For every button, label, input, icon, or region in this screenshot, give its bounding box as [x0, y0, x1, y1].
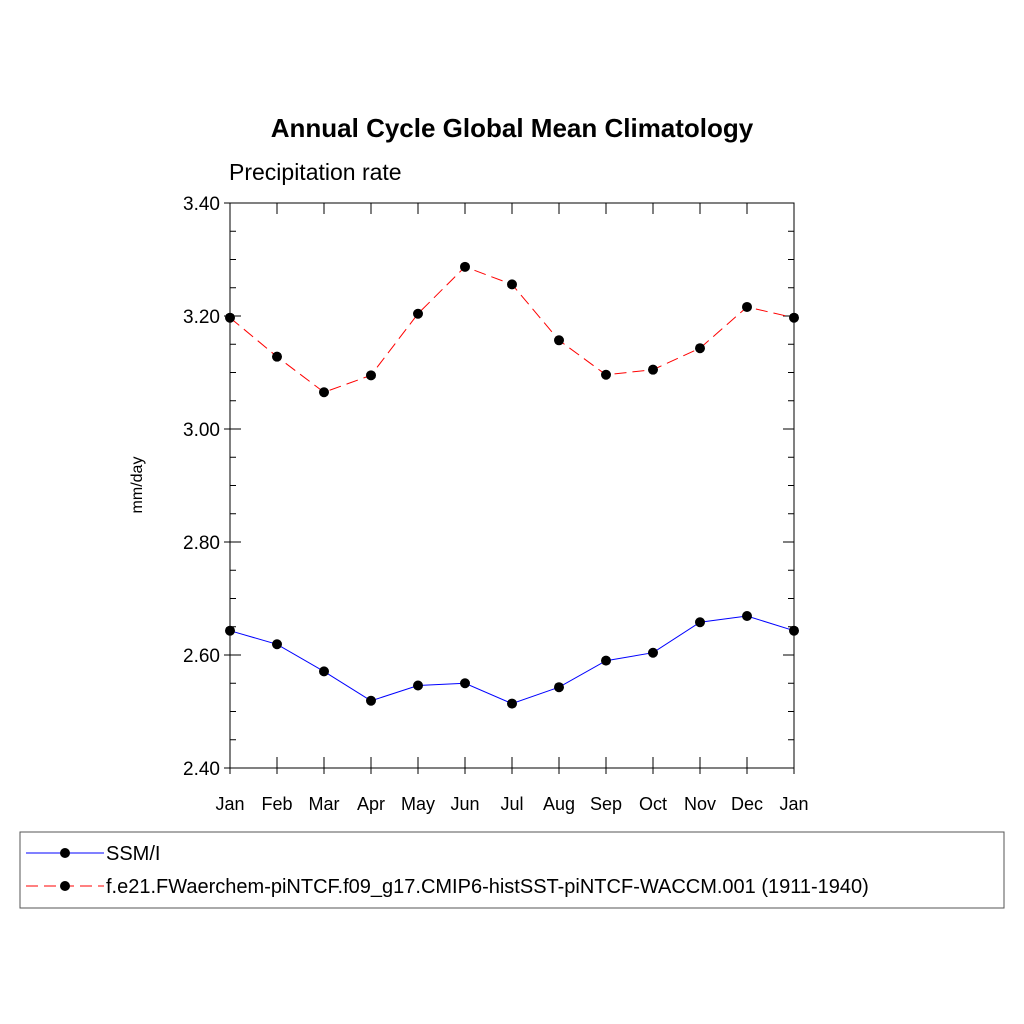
data-point — [272, 639, 282, 650]
y-tick-label: 3.00 — [183, 420, 220, 441]
data-point — [695, 343, 705, 354]
data-point — [554, 682, 564, 693]
y-axis-label: mm/day — [129, 457, 146, 514]
axis-ticks: 2.40 2.60 2.80 3.00 3.20 3.40 Jan Feb Mar Apr May J… — [183, 194, 809, 814]
x-tick-label: Nov — [684, 794, 716, 814]
data-point — [319, 666, 329, 677]
data-point — [319, 387, 329, 398]
chart-subtitle: Precipitation rate — [229, 159, 402, 185]
x-tick-label: Sep — [590, 794, 622, 814]
legend-label: f.e21.FWaerchem-piNTCF.f09_g17.CMIP6-his… — [106, 876, 869, 898]
series-lines — [229, 266, 795, 705]
x-tick-label: Feb — [261, 794, 292, 814]
data-point — [460, 678, 470, 689]
legend-marker — [60, 848, 70, 858]
x-tick-label: Mar — [309, 794, 340, 814]
x-tick-label: Oct — [639, 794, 667, 814]
data-point — [789, 312, 799, 323]
data-point — [225, 625, 235, 636]
x-tick-label: Dec — [731, 794, 763, 814]
series-markers — [225, 261, 799, 709]
y-tick-label: 3.40 — [183, 194, 220, 215]
data-point — [695, 617, 705, 628]
x-tick-label: Jan — [779, 794, 808, 814]
data-point — [460, 261, 470, 272]
data-point — [366, 370, 376, 381]
series-line-0 — [229, 615, 795, 705]
legend-label: SSM/I — [106, 843, 160, 865]
legend-marker — [60, 881, 70, 891]
data-point — [742, 611, 752, 622]
y-tick-label: 2.60 — [183, 646, 220, 667]
chart-title: Annual Cycle Global Mean Climatology — [271, 113, 754, 143]
legend-box — [19, 831, 1005, 909]
y-tick-label: 3.20 — [183, 307, 220, 328]
data-point — [413, 308, 423, 319]
data-point — [366, 695, 376, 706]
data-point — [272, 351, 282, 362]
data-point — [507, 279, 517, 290]
x-tick-label: Aug — [543, 794, 575, 814]
data-point — [413, 680, 423, 691]
x-tick-label: Jun — [450, 794, 479, 814]
x-tick-label: Jul — [500, 794, 523, 814]
y-tick-label: 2.80 — [183, 533, 220, 554]
data-point — [507, 698, 517, 709]
x-tick-label: May — [401, 794, 435, 814]
data-point — [742, 301, 752, 312]
x-tick-label: Jan — [215, 794, 244, 814]
legend: SSM/I f.e21.FWaerchem-piNTCF.f09_g17.CMIP… — [19, 831, 1005, 909]
data-point — [225, 312, 235, 323]
data-point — [648, 364, 658, 375]
y-tick-label: 2.40 — [183, 759, 220, 780]
data-point — [648, 647, 658, 658]
data-point — [601, 369, 611, 380]
data-point — [789, 625, 799, 636]
x-tick-label: Apr — [357, 794, 385, 814]
data-point — [601, 655, 611, 666]
data-point — [554, 335, 564, 346]
